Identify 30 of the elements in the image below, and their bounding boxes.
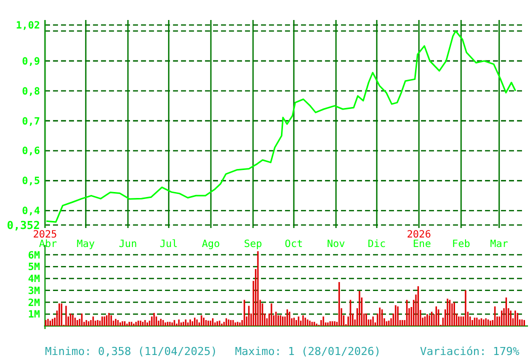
y-tick-label: 0,6: [22, 146, 40, 158]
y-tick-label: 2M: [28, 298, 40, 309]
y-tick-label: 6M: [28, 250, 40, 262]
y-tick-label: 0,4: [22, 206, 40, 218]
x-tick-label: Jul: [160, 239, 178, 250]
line-series: [46, 30, 516, 223]
x-tick-label: 2025 Abr: [32, 230, 58, 250]
x-tick-label: Sep: [244, 239, 262, 250]
y-tick-label: 0,352: [6, 218, 40, 232]
x-tick-label: Ago: [202, 239, 220, 250]
y-tick-label: 4M: [28, 274, 40, 285]
y-tick-label: 0,8: [22, 86, 40, 98]
x-tick-label: Oct: [284, 239, 303, 250]
y-tick-label: 3M: [28, 286, 40, 297]
x-tick-label: May: [76, 239, 95, 250]
y-tick-label: 1M: [28, 310, 40, 321]
y-tick-label: 1,02: [16, 20, 40, 32]
y-tick-label: 5M: [28, 262, 40, 274]
y-tick-label: 0,9: [22, 56, 40, 68]
x-tick-label: Jun: [118, 239, 137, 250]
y-tick-label: 0,7: [22, 116, 40, 128]
y-tick-label: 0,5: [22, 176, 40, 188]
x-tick-label: Mar: [490, 239, 508, 250]
text: Variación: 179%: [420, 345, 520, 358]
text: Maximo: 1 (28/01/2026): [235, 345, 381, 358]
text: Minimo: 0,358 (11/04/2025): [45, 345, 218, 358]
x-tick-label: Feb: [452, 239, 470, 250]
x-tick-label: Nov: [326, 239, 346, 250]
x-tick-label: Dic: [368, 239, 386, 250]
x-tick-label: 2026 Ene: [406, 230, 431, 250]
